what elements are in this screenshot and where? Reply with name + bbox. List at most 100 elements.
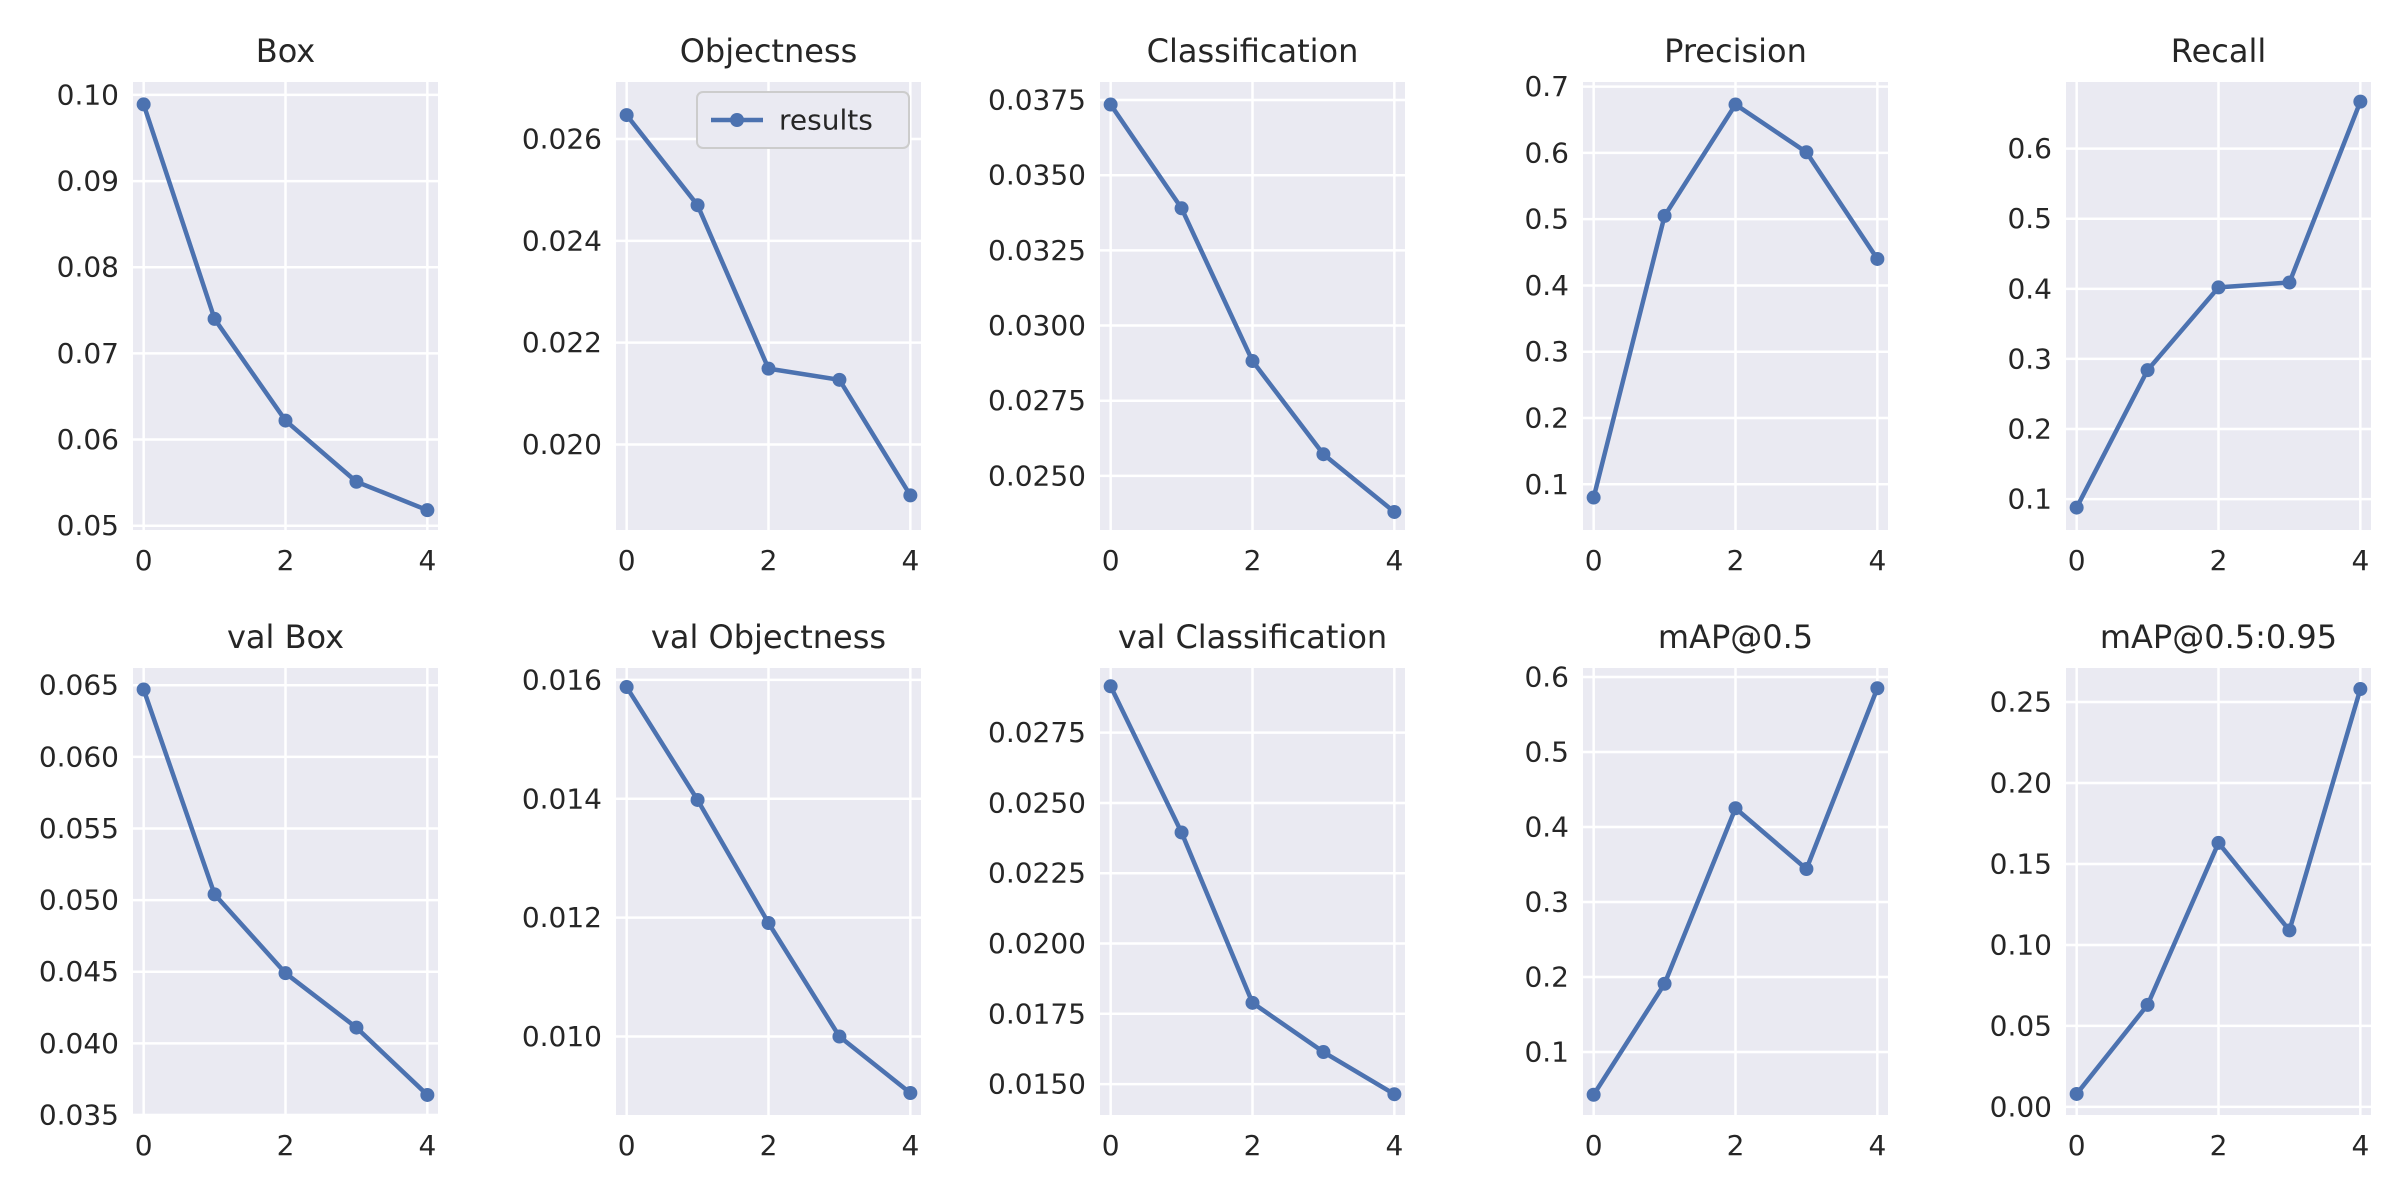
data-point — [1657, 976, 1672, 991]
data-point — [903, 488, 918, 503]
y-tick-label: 0.0225 — [988, 857, 1086, 890]
subplot-title: val Objectness — [651, 618, 886, 656]
data-point — [349, 1020, 364, 1035]
data-point — [1799, 145, 1814, 160]
data-point — [1728, 97, 1743, 112]
y-tick-label: 0.0250 — [988, 786, 1086, 819]
y-tick-label: 0.012 — [522, 901, 602, 934]
y-tick-label: 0.3 — [1524, 886, 1569, 919]
x-tick-label: 2 — [760, 544, 778, 577]
y-tick-label: 0.20 — [1990, 766, 2052, 799]
subplot-1: Box 0 2 4 0.05 0.06 0.07 0.08 0.09 0.10 — [57, 32, 438, 577]
y-tick-label: 0.3 — [1524, 335, 1569, 368]
data-point — [1387, 1087, 1402, 1102]
subplot-3: Classification 0 2 4 0.0250 0.0275 0.0300 0.032… — [988, 32, 1405, 577]
y-tick-label: 0.07 — [57, 337, 119, 370]
y-tick-label: 0.0150 — [988, 1068, 1086, 1101]
subplot-title: Classification — [1147, 32, 1359, 70]
y-tick-label: 0.5 — [1524, 203, 1569, 236]
data-point — [690, 792, 705, 807]
data-point — [761, 916, 776, 931]
data-point — [2211, 835, 2226, 850]
data-point — [1799, 862, 1814, 876]
data-point — [1586, 490, 1601, 505]
y-tick-label: 0.1 — [1524, 1036, 1569, 1069]
y-tick-label: 0.010 — [522, 1020, 602, 1053]
data-point — [207, 887, 222, 902]
subplot-title: mAP@0.5 — [1658, 618, 1813, 656]
y-tick-label: 0.020 — [522, 428, 602, 461]
x-tick-label: 2 — [2210, 1129, 2228, 1162]
data-point — [1728, 801, 1743, 816]
subplot-title: val Box — [227, 618, 344, 656]
y-tick-label: 0.026 — [522, 123, 602, 156]
subplot-title: val Classification — [1118, 618, 1387, 656]
y-tick-label: 0.1 — [2007, 483, 2052, 516]
y-tick-label: 0.4 — [1524, 811, 1569, 844]
y-tick-label: 0.2 — [1524, 961, 1569, 994]
y-tick-label: 0.3 — [2007, 342, 2052, 375]
x-tick-label: 4 — [1385, 1129, 1403, 1162]
y-tick-label: 0.0250 — [988, 459, 1086, 492]
x-tick-label: 0 — [1102, 544, 1120, 577]
y-tick-label: 0.0275 — [988, 384, 1086, 417]
y-tick-label: 0.25 — [1990, 686, 2052, 719]
y-tick-label: 0.05 — [1990, 1009, 2052, 1042]
data-point — [2140, 363, 2155, 378]
data-point — [136, 97, 151, 112]
x-tick-label: 4 — [901, 544, 919, 577]
x-tick-label: 4 — [418, 1129, 436, 1162]
data-point — [1316, 1045, 1331, 1060]
data-point — [2353, 94, 2368, 109]
y-tick-label: 0.035 — [39, 1099, 119, 1132]
y-tick-label: 0.06 — [57, 423, 119, 456]
y-tick-label: 0.4 — [1524, 269, 1569, 302]
x-tick-label: 2 — [1727, 544, 1745, 577]
y-tick-label: 0.0325 — [988, 234, 1086, 267]
y-tick-label: 0.1 — [1524, 468, 1569, 501]
y-tick-label: 0.09 — [57, 165, 119, 198]
data-point — [832, 372, 847, 387]
y-tick-label: 0.045 — [39, 955, 119, 988]
y-tick-label: 0.2 — [2007, 413, 2052, 446]
data-point — [690, 198, 705, 213]
y-tick-label: 0.0350 — [988, 159, 1086, 192]
subplot-5: Recall 0 2 4 0.1 0.2 0.3 0.4 0.5 0.6 — [2007, 32, 2371, 577]
legend-label: results — [779, 104, 873, 137]
subplot-6: val Box 0 2 4 0.035 0.040 0.045 0.050 0.055 0.060… — [39, 618, 438, 1162]
y-tick-label: 0.055 — [39, 812, 119, 845]
y-tick-label: 0.040 — [39, 1027, 119, 1060]
data-point — [420, 503, 435, 518]
data-point — [1870, 681, 1885, 696]
x-tick-label: 4 — [1868, 544, 1886, 577]
data-point — [1387, 504, 1402, 519]
x-tick-label: 0 — [135, 1129, 153, 1162]
data-point — [1657, 208, 1672, 223]
legend-marker — [730, 113, 744, 127]
x-tick-label: 4 — [2351, 544, 2369, 577]
y-tick-label: 0.022 — [522, 326, 602, 359]
subplot-4: Precision 0 2 4 0.1 0.2 0.3 0.4 0.5 0.6 0.7 — [1524, 32, 1888, 577]
y-tick-label: 0.0175 — [988, 997, 1086, 1030]
y-tick-label: 0.00 — [1990, 1090, 2052, 1123]
y-tick-label: 0.05 — [57, 509, 119, 542]
subplot-10: mAP@0.5:0.95 0 2 4 0.00 0.05 0.10 0.15 0.20 0.25 — [1990, 618, 2371, 1162]
y-tick-label: 0.6 — [1524, 661, 1569, 694]
x-tick-label: 0 — [618, 544, 636, 577]
x-tick-label: 0 — [2068, 1129, 2086, 1162]
x-tick-label: 2 — [2210, 544, 2228, 577]
data-point — [832, 1029, 847, 1044]
y-tick-label: 0.065 — [39, 669, 119, 702]
y-tick-label: 0.0375 — [988, 84, 1086, 117]
subplot-title: Box — [256, 32, 315, 70]
data-point — [1316, 447, 1331, 462]
subplot-title: Objectness — [680, 32, 858, 70]
y-tick-label: 0.10 — [1990, 928, 2052, 961]
y-tick-label: 0.15 — [1990, 847, 2052, 880]
data-point — [2211, 280, 2226, 295]
x-tick-label: 0 — [135, 544, 153, 577]
x-tick-label: 4 — [1385, 544, 1403, 577]
legend-frame — [696, 91, 910, 149]
x-tick-label: 4 — [901, 1129, 919, 1162]
